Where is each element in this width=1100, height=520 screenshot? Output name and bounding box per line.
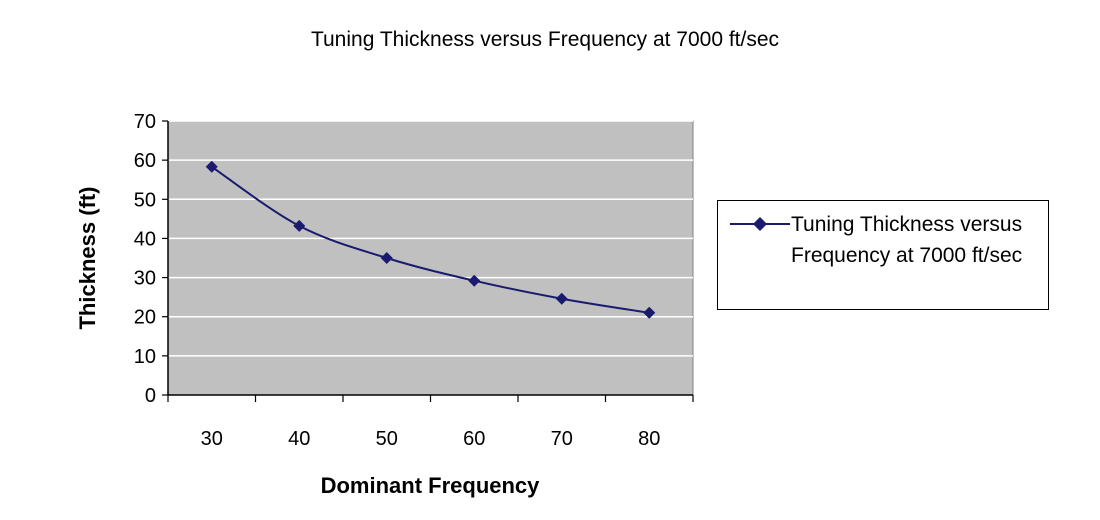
- data-point-marker: [468, 274, 481, 287]
- x-tick-label: 40: [288, 428, 310, 450]
- legend: Tuning Thickness versus Frequency at 700…: [717, 200, 1049, 310]
- series-line: [211, 165, 650, 314]
- y-tick-label: 10: [134, 346, 156, 368]
- y-tick-label: 70: [134, 111, 156, 133]
- chart-title: Tuning Thickness versus Frequency at 700…: [310, 28, 780, 51]
- x-tick-label: 60: [463, 428, 485, 450]
- y-tick-label: 40: [134, 228, 156, 250]
- y-tick-label: 30: [134, 268, 156, 290]
- series-layer: [205, 160, 656, 319]
- x-tick-label: 50: [376, 428, 398, 450]
- y-tick-label: 20: [134, 307, 156, 329]
- data-point-marker: [643, 306, 656, 319]
- legend-series-marker: [730, 217, 790, 231]
- data-point-marker: [293, 219, 306, 232]
- x-tick-labels: 30 40 50 60 70 80: [201, 428, 661, 450]
- data-point-marker: [555, 292, 568, 305]
- plot-area: [167, 120, 694, 396]
- x-tick-label: 70: [551, 428, 573, 450]
- y-tick-label: 50: [134, 189, 156, 211]
- data-point-marker: [205, 160, 218, 173]
- x-tick-label: 30: [201, 428, 223, 450]
- x-axis-title: Dominant Frequency: [321, 473, 541, 498]
- y-tick-label: 60: [134, 150, 156, 172]
- x-tick-label: 80: [638, 428, 660, 450]
- y-axis-title: Thickness (ft): [75, 186, 100, 329]
- data-point-marker: [380, 252, 393, 264]
- y-tick-labels: 0 10 20 30 40 50 60 70: [134, 111, 156, 407]
- legend-series-label: Tuning Thickness versus Frequency at 700…: [791, 213, 1023, 267]
- axes: [162, 120, 694, 402]
- y-tick-label: 0: [145, 385, 156, 407]
